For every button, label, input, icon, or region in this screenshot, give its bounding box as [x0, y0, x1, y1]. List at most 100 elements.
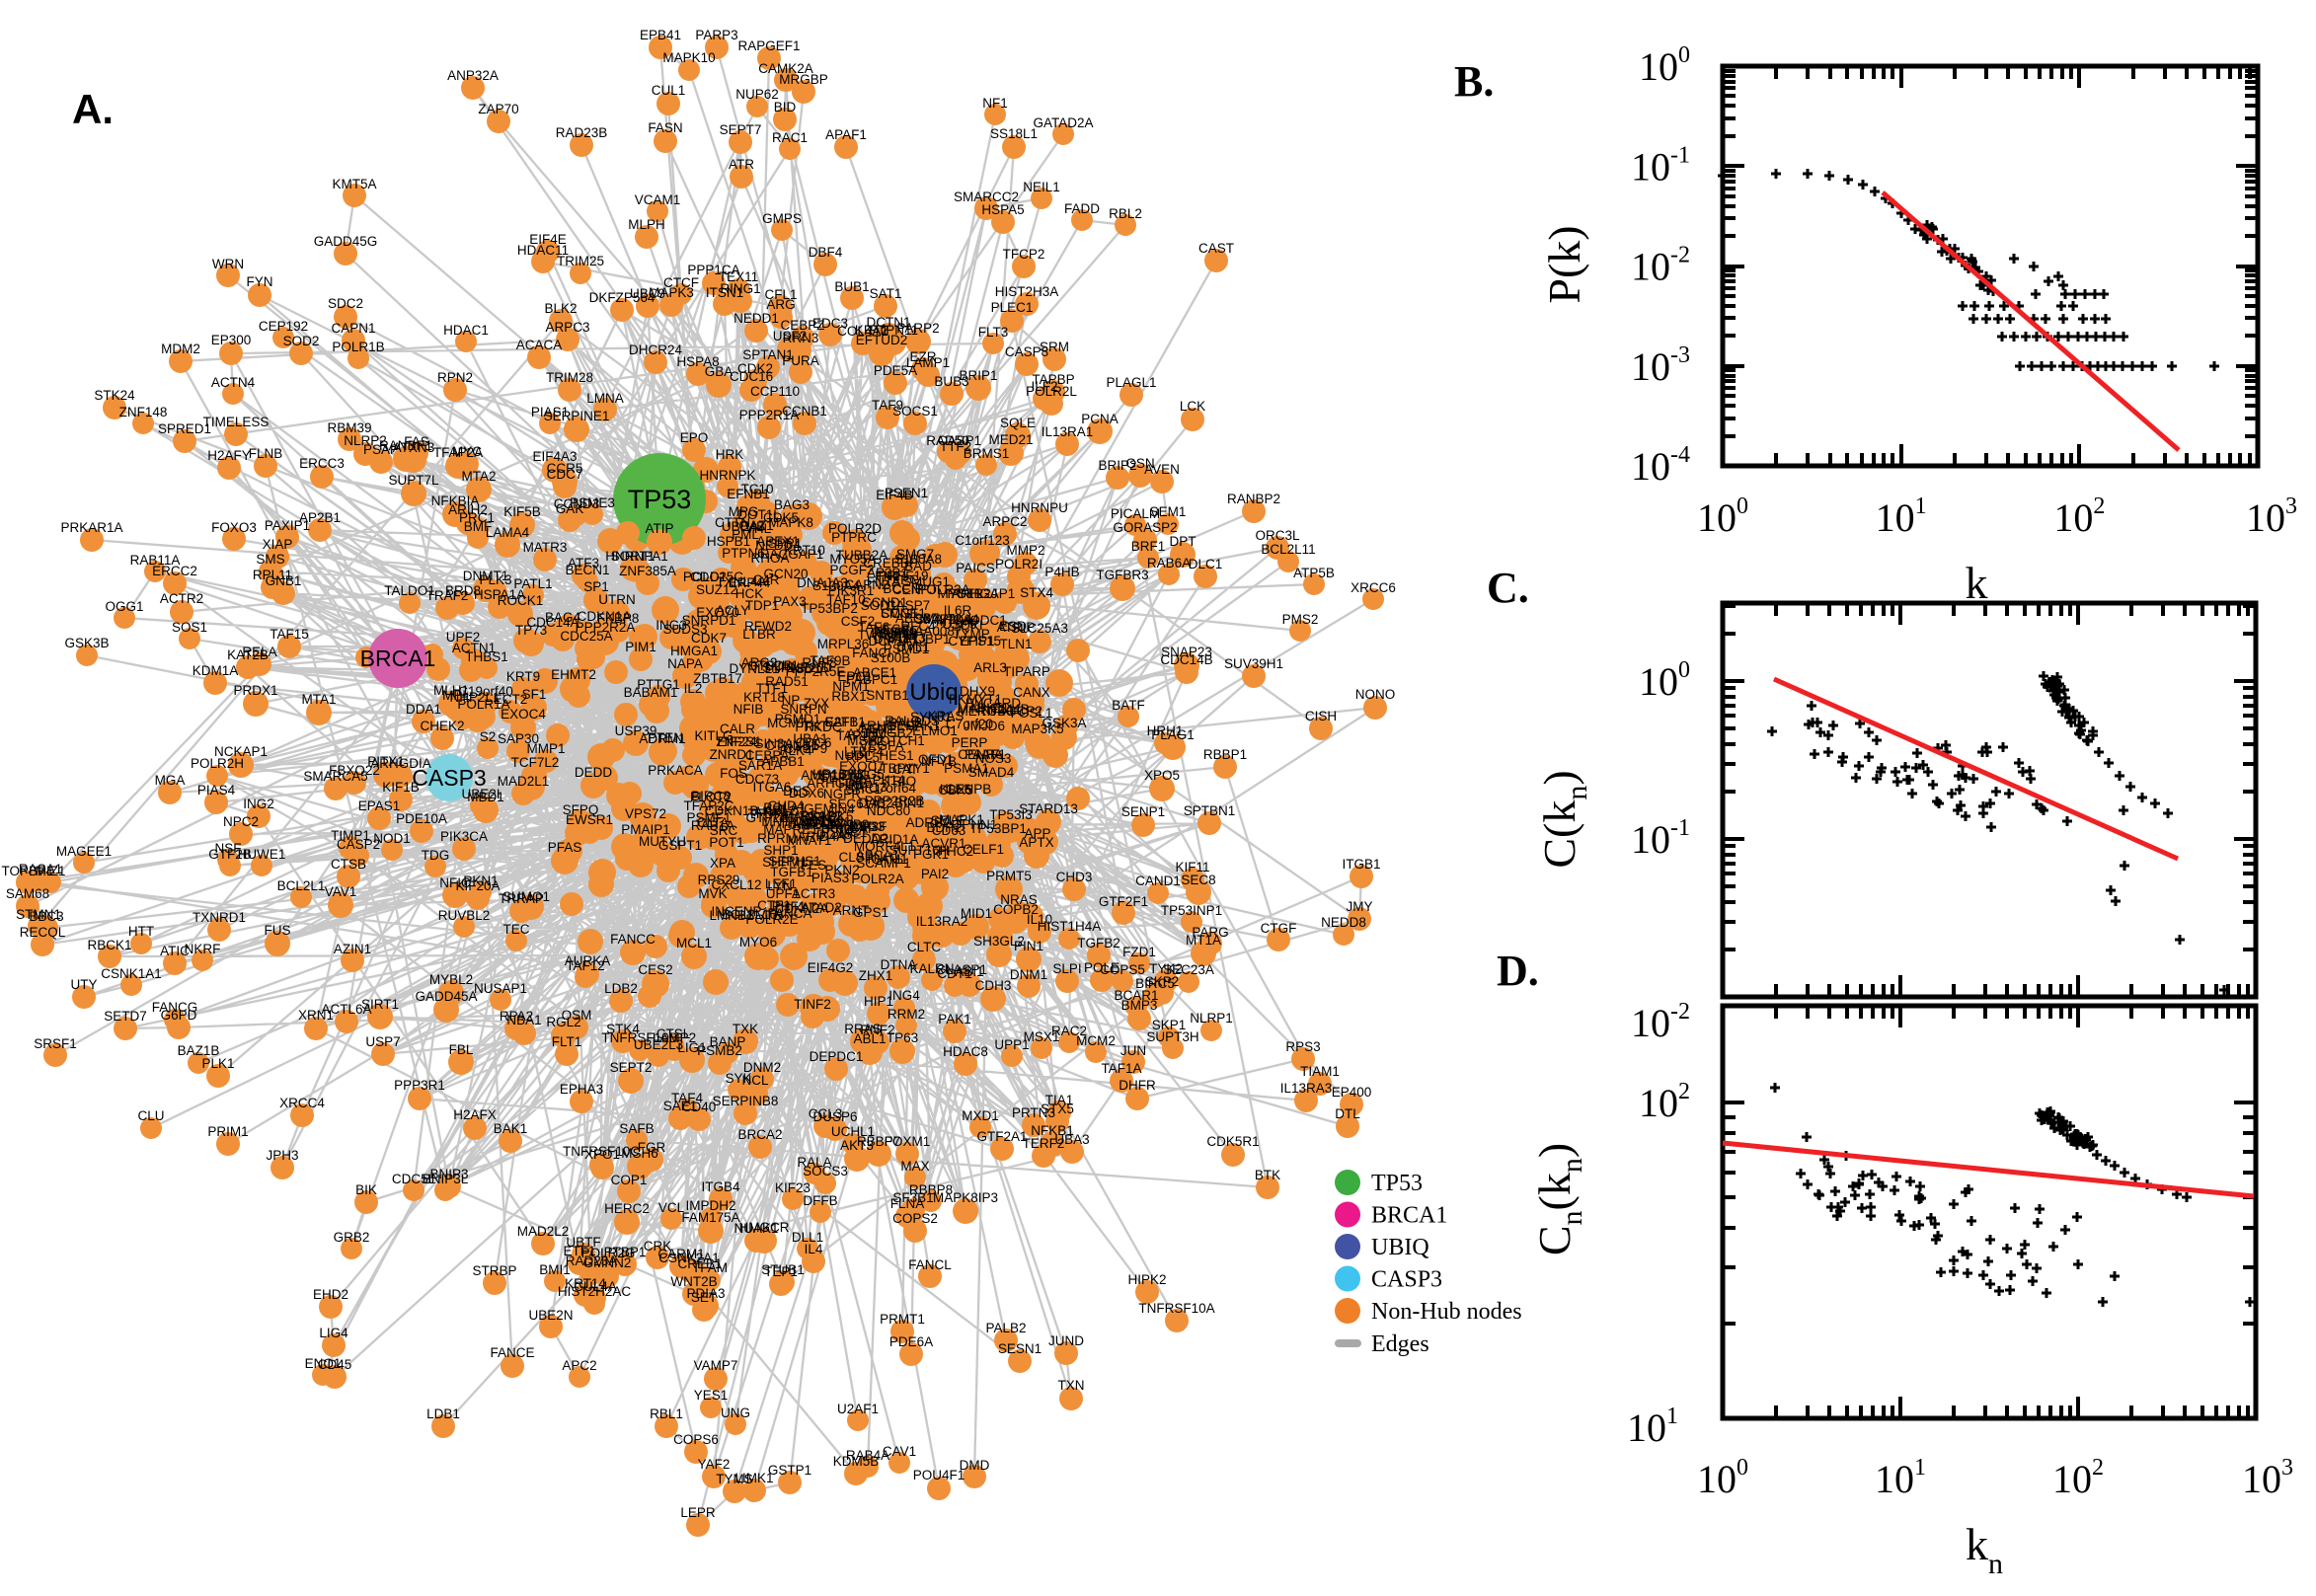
- svg-text:PSEN1: PSEN1: [885, 486, 928, 500]
- svg-text:PRIM1: PRIM1: [207, 1124, 248, 1139]
- svg-text:HTT: HTT: [128, 924, 154, 939]
- svg-text:ARG: ARG: [766, 297, 795, 312]
- svg-text:ING4: ING4: [888, 988, 920, 1003]
- svg-text:TNFRSF10A: TNFRSF10A: [1138, 1301, 1214, 1316]
- svg-text:CDK7: CDK7: [691, 631, 727, 646]
- svg-text:RALA: RALA: [797, 1155, 831, 1170]
- svg-text:BAG3: BAG3: [774, 497, 810, 512]
- svg-text:PPP2R5E: PPP2R5E: [786, 664, 846, 679]
- svg-text:IL10: IL10: [1027, 912, 1052, 927]
- svg-text:RAC1: RAC1: [772, 130, 808, 145]
- svg-text:STX4: STX4: [1020, 585, 1053, 600]
- svg-text:MBD1: MBD1: [467, 790, 504, 804]
- svg-text:DNM1: DNM1: [1010, 967, 1047, 982]
- svg-text:B.: B.: [1454, 57, 1494, 106]
- svg-text:PIAS4: PIAS4: [197, 783, 236, 798]
- svg-text:BID: BID: [774, 100, 797, 114]
- svg-text:TC10: TC10: [740, 482, 773, 496]
- svg-text:CES2: CES2: [638, 962, 672, 977]
- svg-text:ACTR2: ACTR2: [160, 591, 203, 606]
- svg-text:H2AFX: H2AFX: [453, 1107, 497, 1122]
- svg-text:BRD8: BRD8: [445, 583, 481, 598]
- svg-text:SKP2: SKP2: [1145, 974, 1180, 989]
- svg-text:IL13RA1: IL13RA1: [1042, 424, 1094, 439]
- svg-text:SEM1: SEM1: [1150, 504, 1187, 519]
- svg-text:HDAC11: HDAC11: [517, 243, 569, 258]
- svg-text:RPN2: RPN2: [437, 370, 473, 385]
- svg-text:OGG1: OGG1: [105, 599, 143, 614]
- svg-text:GMPS: GMPS: [762, 211, 802, 226]
- svg-text:SAT1: SAT1: [870, 286, 902, 301]
- svg-text:CDC5L: CDC5L: [392, 1172, 436, 1186]
- svg-text:MLH1: MLH1: [433, 683, 469, 698]
- svg-text:P(k): P(k): [1539, 225, 1589, 303]
- svg-text:RECQL: RECQL: [20, 925, 66, 940]
- svg-text:IMPDH2: IMPDH2: [685, 1198, 735, 1213]
- svg-text:MCM2: MCM2: [1076, 1033, 1116, 1048]
- svg-text:TDG: TDG: [422, 848, 450, 863]
- svg-text:TP53I3: TP53I3: [989, 807, 1033, 822]
- svg-text:RBCK1: RBCK1: [87, 938, 131, 952]
- svg-text:KIF11: KIF11: [1175, 860, 1209, 874]
- svg-text:EHD2: EHD2: [313, 1287, 348, 1302]
- svg-text:TRIM28: TRIM28: [546, 370, 593, 385]
- svg-text:NLRP1: NLRP1: [1190, 1011, 1233, 1026]
- svg-text:OFD1: OFD1: [918, 752, 954, 767]
- svg-text:TFCP2: TFCP2: [1003, 247, 1045, 262]
- svg-text:TCF7L2: TCF7L2: [511, 755, 560, 770]
- svg-text:SRSF1: SRSF1: [34, 1036, 77, 1051]
- svg-text:CDKN1B: CDKN1B: [705, 803, 759, 818]
- svg-text:STRBP: STRBP: [472, 1263, 516, 1278]
- svg-text:KDM5B: KDM5B: [833, 1454, 880, 1469]
- svg-text:VAMP7: VAMP7: [694, 1358, 738, 1373]
- svg-text:ICAM1: ICAM1: [867, 852, 907, 867]
- svg-text:POU4F1: POU4F1: [913, 1468, 965, 1482]
- svg-text:GADD45A: GADD45A: [415, 989, 477, 1004]
- svg-text:NEDD1: NEDD1: [733, 311, 779, 326]
- svg-text:U2AF1: U2AF1: [837, 1402, 879, 1416]
- svg-text:SENP1: SENP1: [1121, 804, 1165, 819]
- svg-text:RANBP2: RANBP2: [1227, 492, 1280, 506]
- svg-text:IL13RA3: IL13RA3: [1280, 1081, 1333, 1096]
- svg-text:EPHA3: EPHA3: [560, 1082, 603, 1097]
- svg-text:BIK: BIK: [355, 1182, 377, 1197]
- svg-text:SIRT1: SIRT1: [361, 997, 399, 1012]
- svg-text:TAF15: TAF15: [270, 627, 309, 642]
- svg-text:USP39: USP39: [615, 723, 657, 738]
- svg-text:ARPC3: ARPC3: [545, 320, 589, 335]
- svg-text:MMP2: MMP2: [1006, 543, 1044, 558]
- svg-text:TIMP1: TIMP1: [331, 828, 370, 843]
- svg-text:AP3B1: AP3B1: [867, 566, 908, 580]
- svg-text:MAD2L2: MAD2L2: [517, 1224, 570, 1239]
- svg-text:DTL: DTL: [1335, 1106, 1360, 1121]
- svg-text:BUB1: BUB1: [834, 279, 869, 294]
- svg-text:PATL1: PATL1: [513, 576, 552, 591]
- svg-text:SERPINB8: SERPINB8: [713, 1094, 779, 1108]
- svg-text:SETD7: SETD7: [104, 1009, 147, 1024]
- svg-text:KIF20A: KIF20A: [455, 878, 500, 893]
- svg-text:PAXIP1: PAXIP1: [265, 518, 310, 533]
- svg-text:PDE10A: PDE10A: [396, 811, 447, 826]
- svg-text:HNRNPU: HNRNPU: [1011, 500, 1068, 515]
- svg-text:NUP62: NUP62: [735, 87, 779, 102]
- svg-text:FANCL: FANCL: [908, 1257, 952, 1272]
- svg-text:WRN: WRN: [212, 257, 244, 271]
- svg-text:NOS3: NOS3: [975, 751, 1012, 766]
- svg-text:USP7: USP7: [365, 1034, 400, 1049]
- svg-text:POLR2H: POLR2H: [191, 756, 244, 771]
- svg-text:MAX: MAX: [900, 1159, 929, 1174]
- svg-text:SAE1: SAE1: [663, 1099, 698, 1113]
- svg-text:COP1: COP1: [611, 1173, 648, 1187]
- svg-text:DNMT1: DNMT1: [463, 569, 509, 583]
- svg-text:LIMK1: LIMK1: [734, 1471, 773, 1485]
- svg-text:WNT2B: WNT2B: [670, 1274, 717, 1289]
- svg-text:ITGB4: ITGB4: [701, 1179, 740, 1194]
- svg-text:BCL2L1: BCL2L1: [277, 878, 326, 893]
- svg-text:SHP1: SHP1: [763, 843, 798, 858]
- svg-text:NF1: NF1: [982, 96, 1008, 111]
- svg-text:FANCE: FANCE: [490, 1345, 534, 1360]
- svg-text:ATP5B: ATP5B: [1293, 566, 1335, 580]
- svg-text:TALDO1: TALDO1: [384, 583, 435, 598]
- svg-text:LAMA4: LAMA4: [486, 525, 530, 540]
- svg-text:C.: C.: [1487, 564, 1529, 612]
